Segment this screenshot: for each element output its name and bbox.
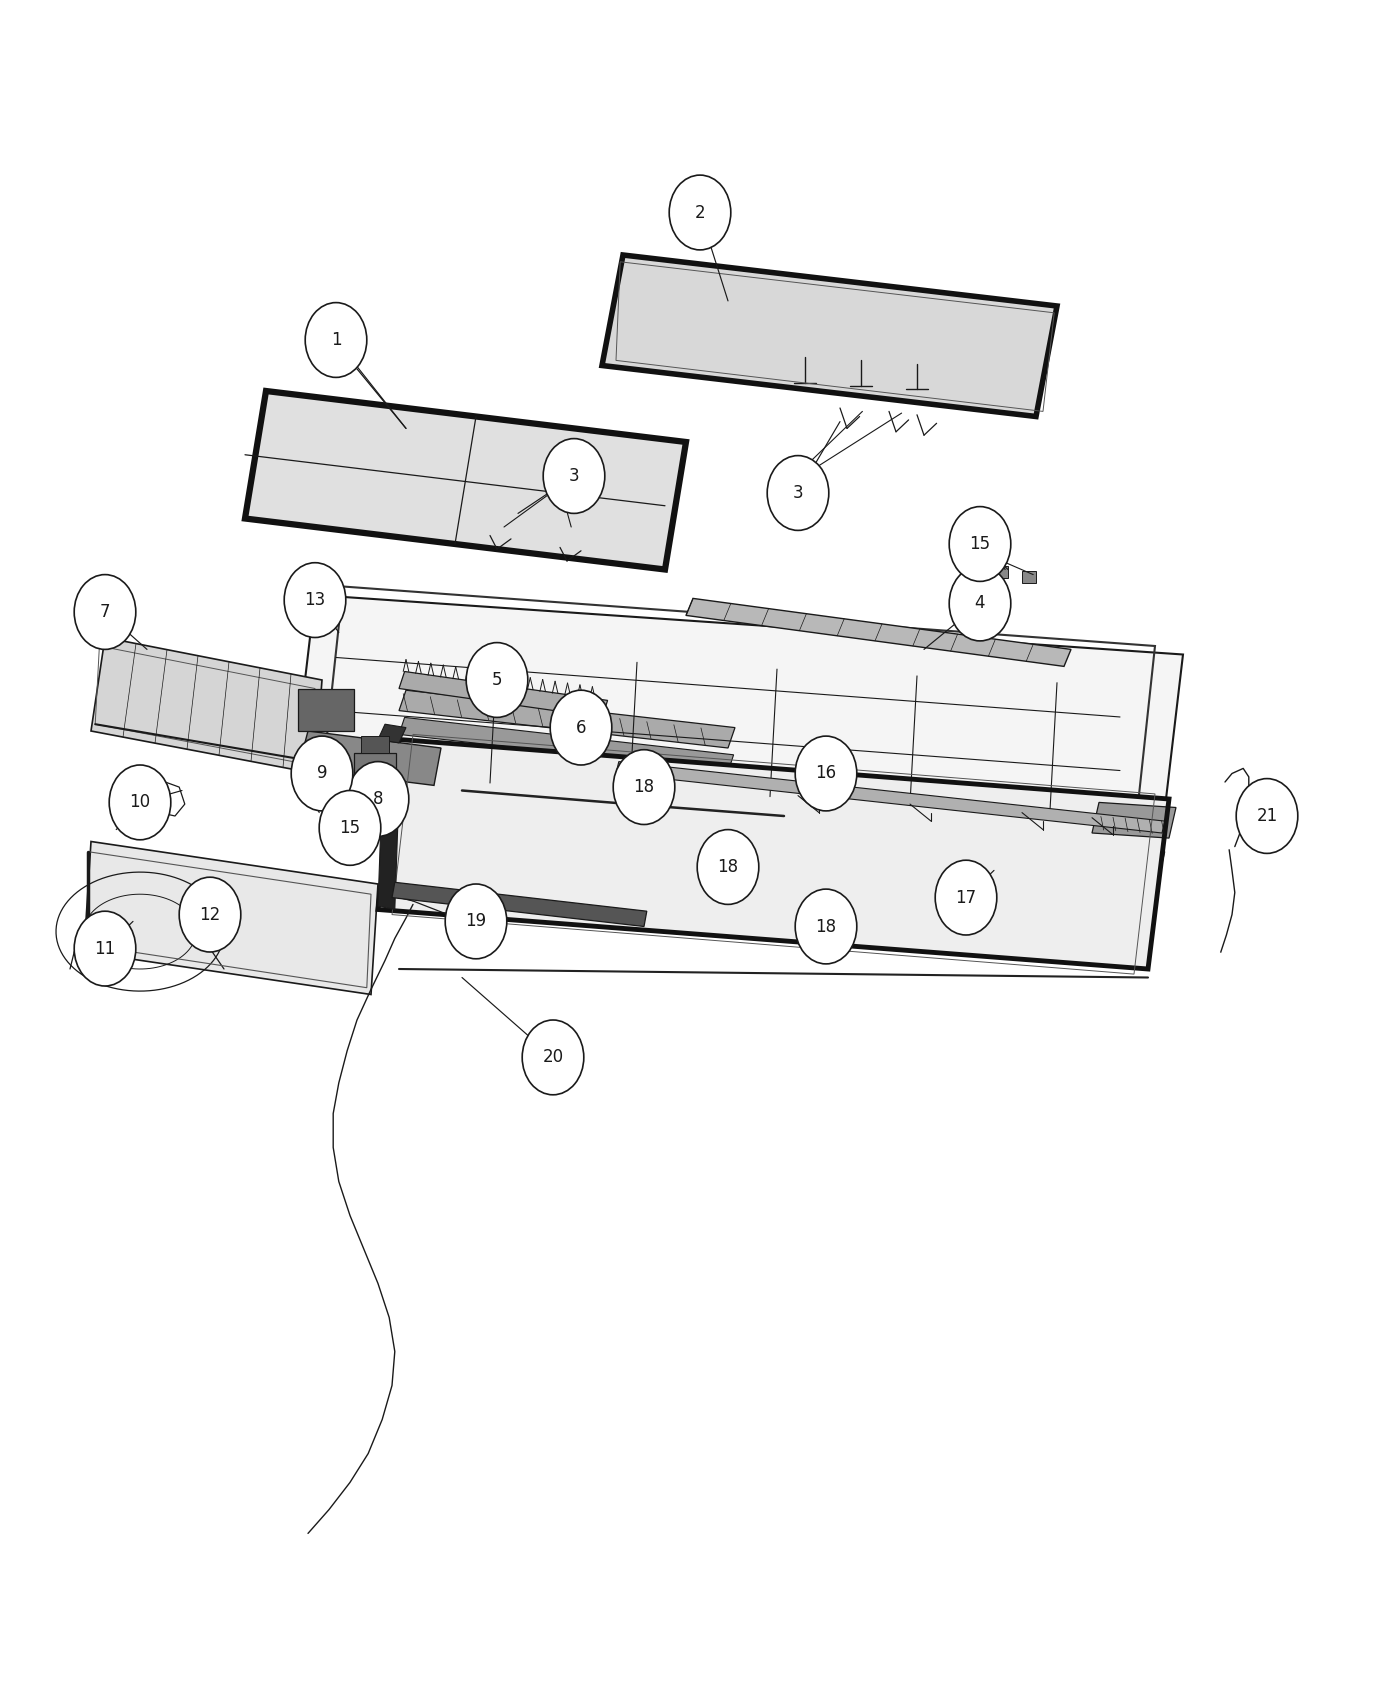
Circle shape <box>949 507 1011 581</box>
Bar <box>354 753 396 790</box>
Text: 10: 10 <box>129 794 151 811</box>
Circle shape <box>291 736 353 811</box>
Text: 7: 7 <box>99 604 111 620</box>
Bar <box>1022 571 1036 583</box>
Bar <box>994 566 1008 578</box>
Text: 15: 15 <box>969 536 991 552</box>
Circle shape <box>669 175 731 250</box>
Circle shape <box>305 303 367 377</box>
Text: 4: 4 <box>974 595 986 612</box>
Circle shape <box>795 736 857 811</box>
Polygon shape <box>91 638 322 774</box>
Text: 18: 18 <box>717 858 739 876</box>
Polygon shape <box>84 842 378 994</box>
Circle shape <box>284 563 346 638</box>
Text: 21: 21 <box>1256 808 1278 824</box>
Circle shape <box>319 790 381 865</box>
Polygon shape <box>392 882 647 927</box>
Polygon shape <box>378 740 1169 969</box>
Bar <box>364 790 378 807</box>
Text: 13: 13 <box>304 592 326 609</box>
Text: 1: 1 <box>330 332 342 348</box>
Bar <box>361 736 389 753</box>
Text: 9: 9 <box>316 765 328 782</box>
Circle shape <box>795 889 857 964</box>
Circle shape <box>613 750 675 824</box>
Bar <box>298 688 354 731</box>
Circle shape <box>179 877 241 952</box>
Circle shape <box>767 456 829 530</box>
Polygon shape <box>399 717 734 772</box>
Text: 5: 5 <box>491 672 503 688</box>
Polygon shape <box>602 255 1057 416</box>
Circle shape <box>74 575 136 649</box>
Polygon shape <box>406 748 605 782</box>
Polygon shape <box>666 792 1165 864</box>
Polygon shape <box>399 690 735 748</box>
Circle shape <box>74 911 136 986</box>
Polygon shape <box>378 787 399 910</box>
Circle shape <box>697 830 759 904</box>
Text: 6: 6 <box>575 719 587 736</box>
Polygon shape <box>399 672 608 717</box>
Text: 20: 20 <box>542 1049 564 1066</box>
Polygon shape <box>686 598 1071 666</box>
Text: 15: 15 <box>339 819 361 836</box>
Text: 16: 16 <box>815 765 837 782</box>
Circle shape <box>949 566 1011 641</box>
Polygon shape <box>378 724 406 743</box>
Circle shape <box>543 439 605 513</box>
Text: 11: 11 <box>94 940 116 957</box>
Polygon shape <box>641 777 1165 848</box>
Circle shape <box>522 1020 584 1095</box>
Bar <box>308 748 329 768</box>
Text: 17: 17 <box>955 889 977 906</box>
Text: 18: 18 <box>633 779 655 796</box>
Text: 19: 19 <box>465 913 487 930</box>
Circle shape <box>1236 779 1298 853</box>
Circle shape <box>109 765 171 840</box>
Polygon shape <box>1092 802 1176 838</box>
Bar <box>301 777 318 790</box>
Text: 3: 3 <box>792 484 804 501</box>
Text: 18: 18 <box>815 918 837 935</box>
Polygon shape <box>294 595 1183 833</box>
Text: 2: 2 <box>694 204 706 221</box>
Circle shape <box>935 860 997 935</box>
Circle shape <box>347 762 409 836</box>
Text: 3: 3 <box>568 468 580 484</box>
Circle shape <box>550 690 612 765</box>
Polygon shape <box>616 762 1165 833</box>
Circle shape <box>466 643 528 717</box>
Polygon shape <box>245 391 686 570</box>
Text: 12: 12 <box>199 906 221 923</box>
Circle shape <box>445 884 507 959</box>
Text: 8: 8 <box>372 790 384 807</box>
Polygon shape <box>298 731 441 785</box>
